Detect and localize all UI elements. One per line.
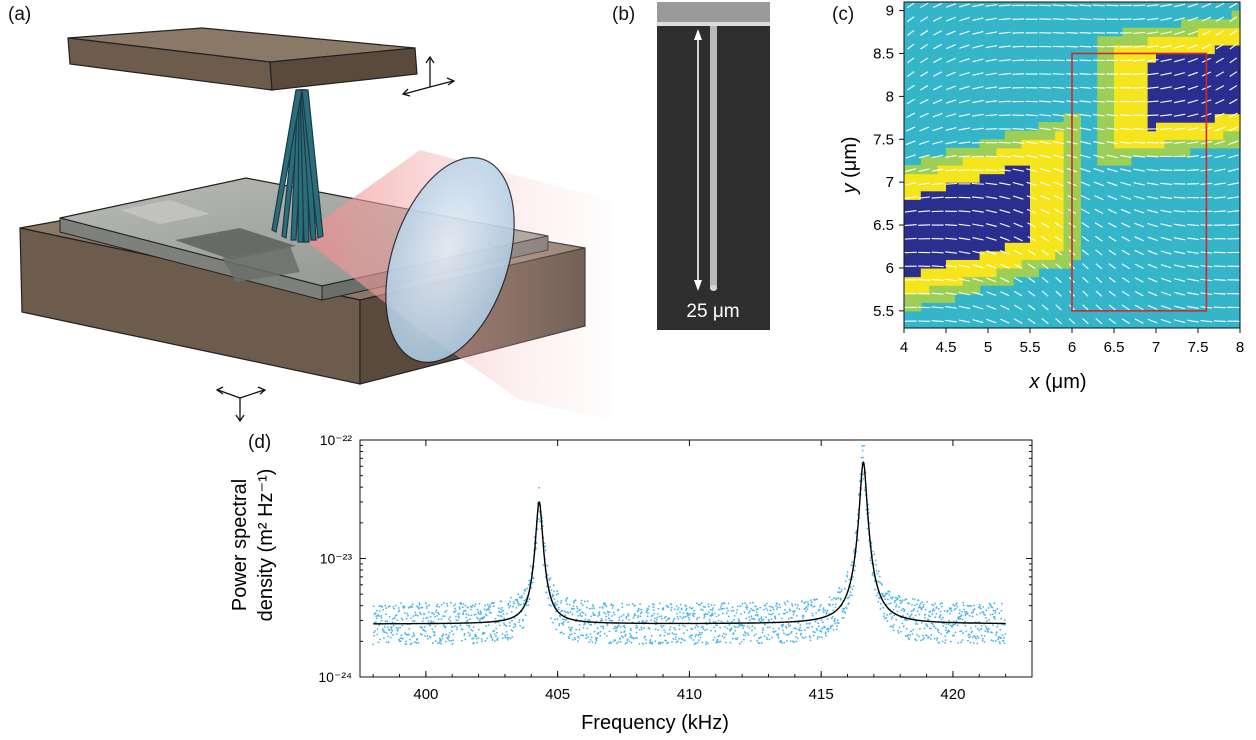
axes-arrows-top [401,55,456,97]
magnetization-map: 4 4.5 5 5.5 6 6.5 7 7.5 8 5.5 6 6.5 7 7.5 8 8.5 9 x (μm)… [839,1,1244,393]
c-ytick-label: 6.5 [873,217,894,234]
d-xtick-label: 410 [677,686,702,703]
d-xtick-label: 400 [413,686,438,703]
d-ytick-label: 10⁻²² [320,432,353,448]
c-ytick-label: 7 [886,174,894,191]
d-ytick-label: 10⁻²³ [320,551,353,567]
setup-schematic [19,27,610,423]
c-ytick-label: 8 [886,88,894,105]
d-ytick-label: 10⁻²⁴ [318,669,352,685]
psd-fit-line [373,461,1006,625]
top-stage [67,27,418,91]
axes-arrows-bottom [215,386,267,423]
c-xtick-label: 6.5 [1104,339,1125,356]
c-xtick-label: 5 [984,339,992,356]
c-ylabel: y (μm) [839,136,861,195]
c-xtick-label: 8 [1236,339,1244,356]
psd-data-points [372,444,1007,646]
c-xtick-label: 6 [1068,339,1076,356]
c-xtick-label: 7.5 [1188,339,1209,356]
sem-image: 25 μm [657,2,770,330]
objective-lens [385,157,515,363]
panel-a-label: (a) [8,4,32,25]
scale-arrow [694,29,702,291]
d-xtick-label: 420 [940,686,965,703]
c-ytick-label: 5.5 [873,303,894,320]
d-ylabel-line1: Power spectral [229,479,251,611]
d-ylabel-line2: density (m² Hz⁻¹) [255,469,277,622]
panel-c-label: (c) [832,4,855,25]
c-xtick-label: 7 [1152,339,1160,356]
nanowire-bundle [271,89,324,243]
c-ytick-label: 6 [886,260,894,277]
d-xlabel: Frequency (kHz) [581,712,729,734]
heatmap-cells [904,10,1241,312]
panel-d-label: (d) [248,432,272,453]
vector-field [904,2,1240,325]
d-xtick-label: 405 [545,686,570,703]
c-ytick-label: 8.5 [873,45,894,62]
panel-b-label: (b) [612,4,636,25]
c-xtick-label: 4.5 [936,339,957,356]
nanowire [710,26,717,288]
roi-rectangle [1071,52,1208,312]
d-xtick-label: 415 [809,686,834,703]
c-xtick-label: 4 [900,339,908,356]
c-ytick-label: 7.5 [873,131,894,148]
scale-bar-label: 25 μm [686,301,739,322]
psd-chart: 400 405 410 415 420 10⁻²² 10⁻²³ 10⁻²⁴ Frequency… [229,432,1033,734]
c-xtick-label: 5.5 [1020,339,1041,356]
c-ytick-label: 9 [886,3,894,20]
c-xlabel: x (μm) [1028,371,1086,393]
